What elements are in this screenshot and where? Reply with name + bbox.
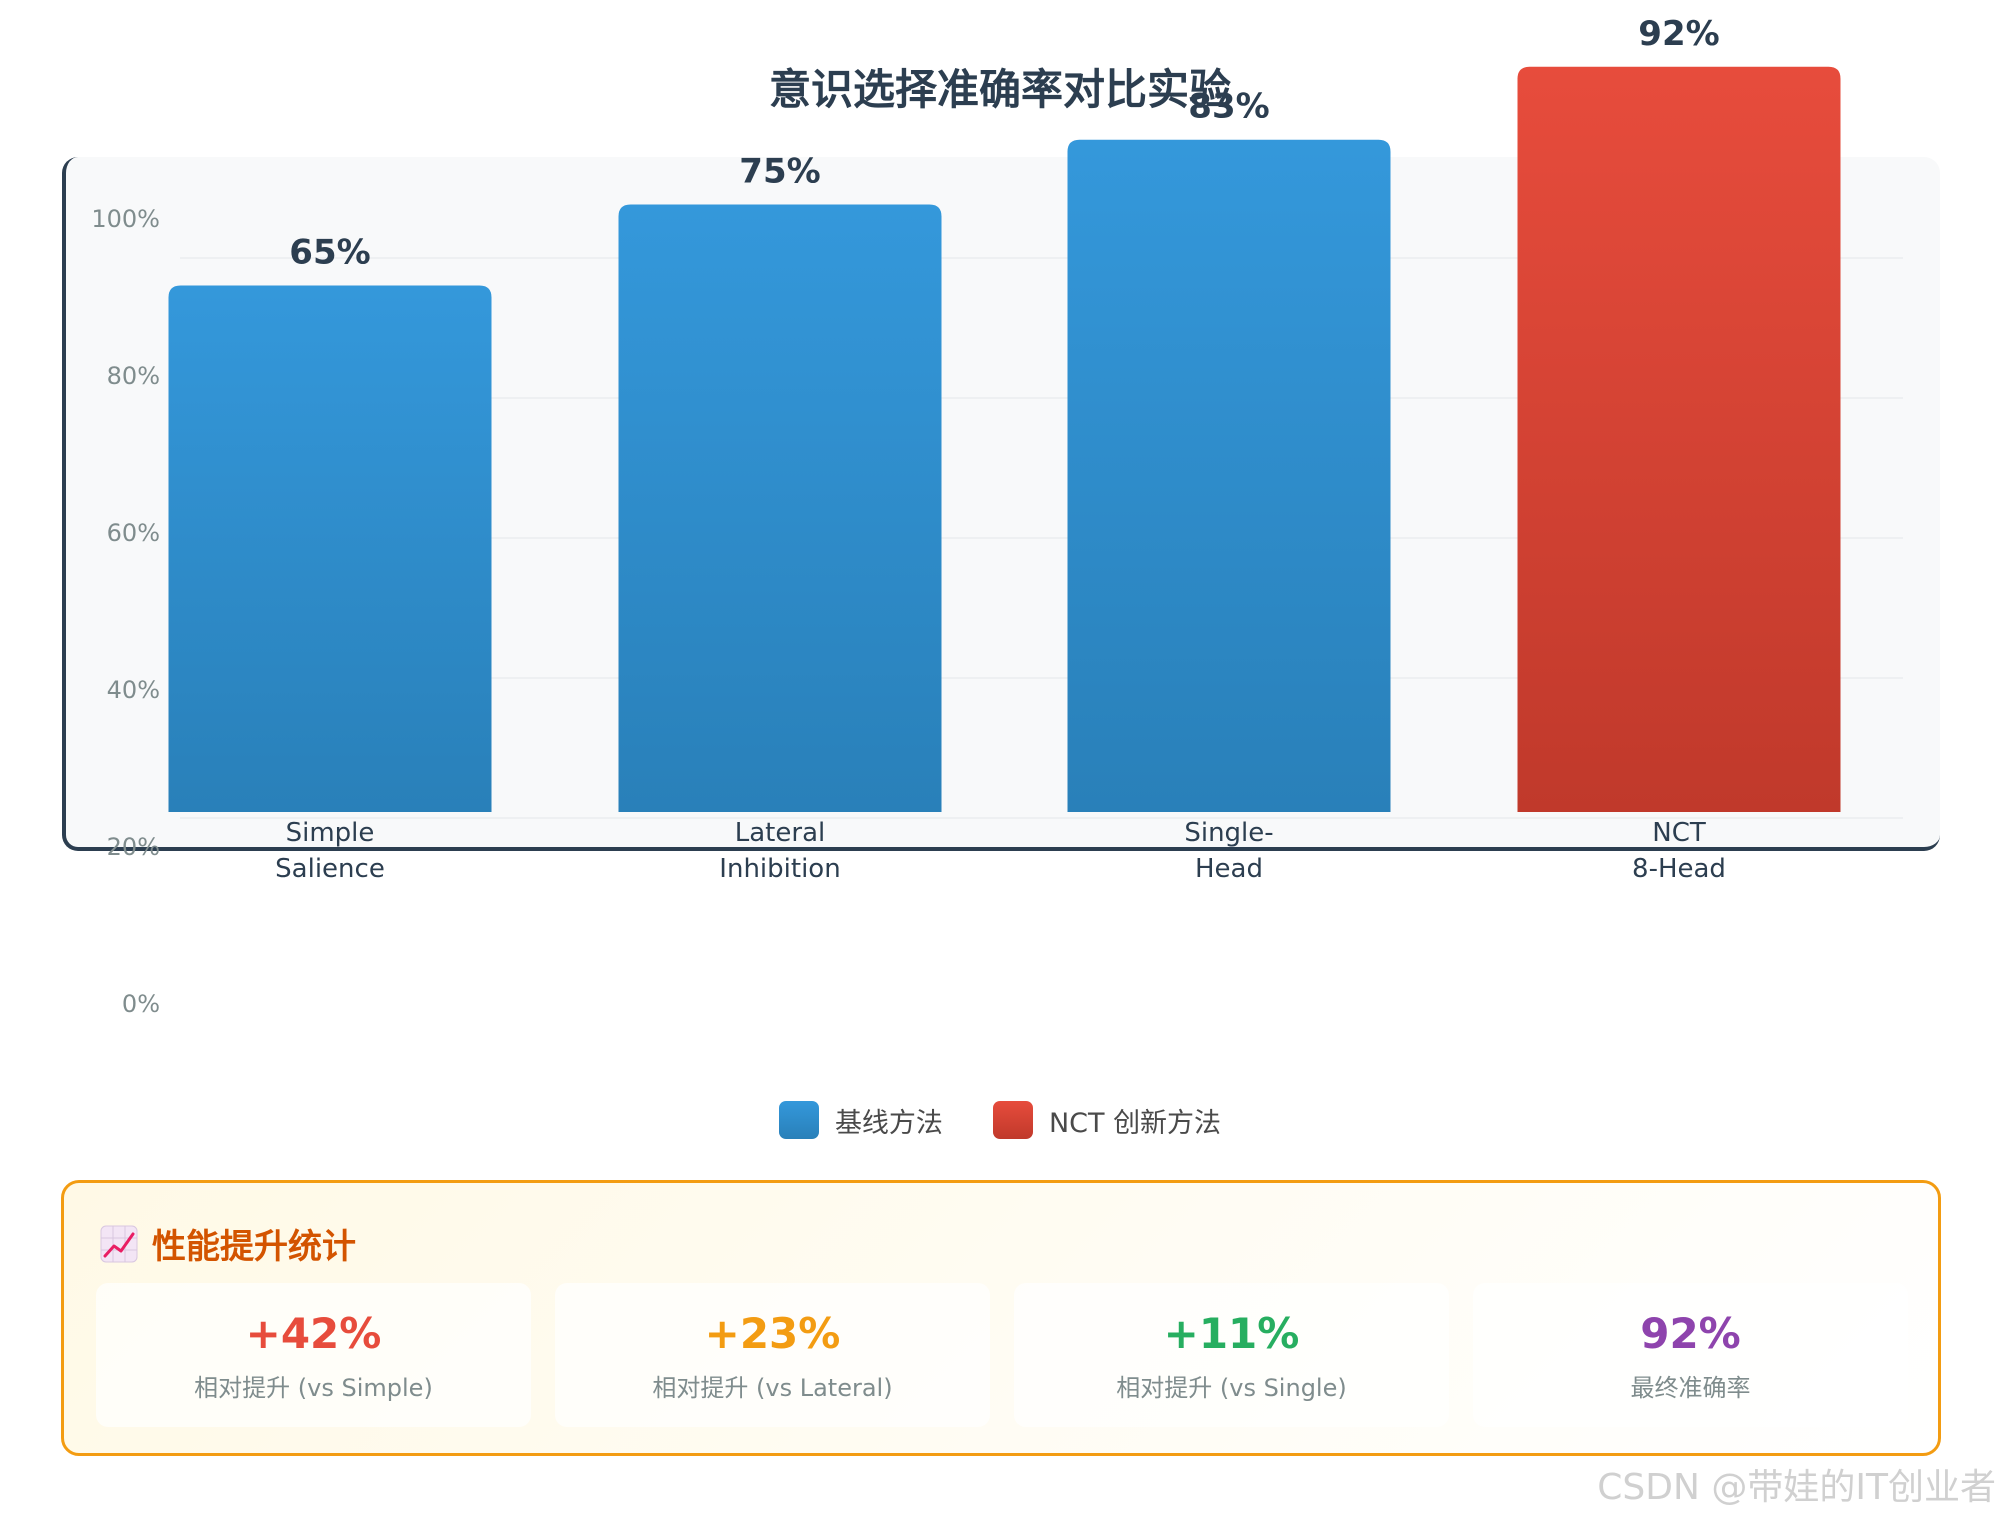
stat-card-vs-lateral: +23% 相对提升 (vs Lateral) <box>555 1283 990 1427</box>
value-labels: 65% 75% 83% 92% <box>289 14 1719 273</box>
bar-simple-salience <box>168 285 492 812</box>
y-tick-label: 0% <box>122 990 160 1018</box>
value-label: 92% <box>1638 14 1719 54</box>
legend-label-baseline: 基线方法 <box>834 1107 943 1139</box>
stat-card-final-accuracy: 92% 最终准确率 <box>1473 1283 1908 1427</box>
stat-label: 最终准确率 <box>1630 1373 1751 1402</box>
y-tick-label: 100% <box>91 205 160 233</box>
stat-value: +42% <box>245 1308 382 1358</box>
x-tick-label: Single- <box>1184 818 1273 848</box>
x-tick-label: Inhibition <box>719 854 840 884</box>
x-tick-label: Simple <box>286 818 375 848</box>
chart-legend: 基线方法 NCT 创新方法 <box>0 1098 2000 1142</box>
bar-single-head <box>1067 139 1391 812</box>
y-tick-label: 20% <box>107 833 160 861</box>
bar-nct-8-head <box>1517 66 1841 813</box>
stat-label: 相对提升 (vs Simple) <box>194 1373 433 1402</box>
x-tick-label: Lateral <box>735 818 825 848</box>
stat-value: 92% <box>1640 1308 1741 1358</box>
stat-card-vs-simple: +42% 相对提升 (vs Simple) <box>96 1283 531 1427</box>
x-tick-label: Salience <box>275 854 385 884</box>
value-label: 83% <box>1188 87 1269 127</box>
legend-label-nct: NCT 创新方法 <box>1048 1107 1222 1139</box>
stat-card-vs-single: +11% 相对提升 (vs Single) <box>1014 1283 1449 1427</box>
bar-lateral-inhibition <box>618 204 942 812</box>
stat-value: +11% <box>1163 1308 1300 1358</box>
legend-item-baseline: 基线方法 <box>778 1101 943 1140</box>
y-axis-ticks: 100% 80% 60% 40% 20% 0% <box>91 205 160 1018</box>
stat-label: 相对提升 (vs Lateral) <box>652 1373 893 1402</box>
chart-increasing-icon <box>100 1225 138 1262</box>
legend-item-nct: NCT 创新方法 <box>992 1101 1222 1140</box>
performance-stats-panel: 性能提升统计 +42% 相对提升 (vs Simple) +23% 相对提升 (… <box>61 1180 1941 1456</box>
legend-swatch-nct <box>992 1101 1033 1139</box>
stats-header: 性能提升统计 <box>100 1219 356 1268</box>
x-tick-label: NCT <box>1652 818 1706 848</box>
y-tick-label: 40% <box>107 676 160 704</box>
x-tick-label: Head <box>1195 854 1263 884</box>
x-axis-ticks: Simple Salience Lateral Inhibition Single- He… <box>275 818 1726 884</box>
y-tick-label: 80% <box>107 362 160 390</box>
x-tick-label: 8-Head <box>1632 854 1726 884</box>
bar-chart: 100% 80% 60% 40% 20% 0% 65% 75% 83% 92% Simple Sa… <box>91 14 1903 1018</box>
value-label: 65% <box>289 233 370 273</box>
bars <box>168 66 1841 813</box>
stat-label: 相对提升 (vs Single) <box>1116 1373 1347 1402</box>
watermark: CSDN @带娃的IT创业者 <box>1597 1467 1996 1508</box>
value-label: 75% <box>739 152 820 192</box>
y-tick-label: 60% <box>107 519 160 547</box>
legend-swatch-baseline <box>778 1101 819 1139</box>
chart-title: 意识选择准确率对比实验 <box>768 65 1231 114</box>
stat-value: +23% <box>704 1308 841 1358</box>
stats-cards: +42% 相对提升 (vs Simple) +23% 相对提升 (vs Late… <box>96 1283 1908 1427</box>
stats-title: 性能提升统计 <box>152 1227 356 1267</box>
